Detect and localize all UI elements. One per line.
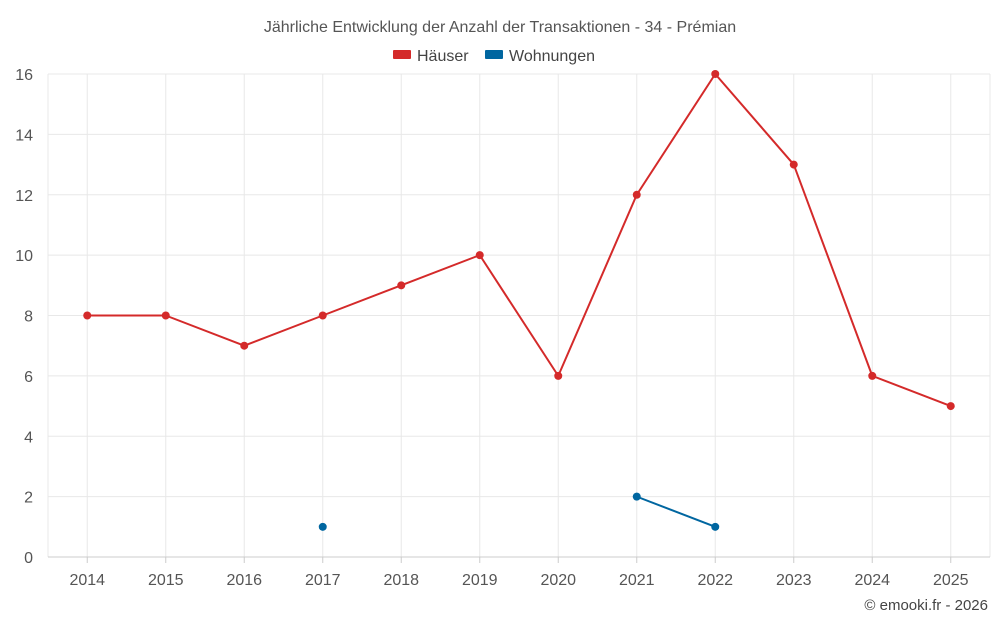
chart-title: Jährliche Entwicklung der Anzahl der Tra… bbox=[264, 19, 736, 36]
y-axis: 0 2 4 6 8 10 12 14 16 bbox=[15, 67, 33, 567]
x-tick-label: 2017 bbox=[305, 572, 341, 589]
y-tick-label: 10 bbox=[15, 248, 33, 265]
credit-text: © emooki.fr - 2026 bbox=[864, 597, 988, 614]
y-tick-label: 4 bbox=[24, 429, 33, 446]
data-point-haeuser[interactable] bbox=[789, 160, 798, 169]
data-point-haeuser[interactable] bbox=[83, 311, 92, 320]
x-tick-label: 2015 bbox=[148, 572, 184, 589]
data-point-haeuser[interactable] bbox=[946, 402, 955, 411]
y-tick-label: 2 bbox=[24, 490, 33, 507]
legend-swatch-wohnungen bbox=[485, 50, 503, 59]
data-point-wohnungen[interactable] bbox=[711, 522, 720, 531]
data-point-haeuser[interactable] bbox=[868, 371, 877, 380]
data-point-haeuser[interactable] bbox=[711, 70, 720, 78]
x-tick-label: 2020 bbox=[540, 572, 576, 589]
y-tick-label: 8 bbox=[24, 309, 33, 326]
series-line-haeuser bbox=[87, 73, 952, 407]
data-point-haeuser[interactable] bbox=[161, 311, 170, 320]
legend-swatch-haeuser bbox=[393, 50, 411, 59]
x-tick-label: 2019 bbox=[462, 572, 498, 589]
legend-item-haeuser[interactable]: Häuser bbox=[393, 48, 469, 65]
y-tick-label: 12 bbox=[15, 188, 33, 205]
data-point-wohnungen[interactable] bbox=[318, 522, 327, 531]
y-tick-label: 6 bbox=[24, 369, 33, 386]
x-tick-label: 2016 bbox=[226, 572, 262, 589]
data-point-haeuser[interactable] bbox=[397, 281, 406, 290]
series-haeuser bbox=[83, 70, 955, 411]
x-tick-label: 2021 bbox=[619, 572, 655, 589]
legend-label-wohnungen: Wohnungen bbox=[509, 48, 595, 65]
x-tick-label: 2014 bbox=[69, 572, 105, 589]
y-tick-label: 0 bbox=[24, 550, 33, 567]
series-line-wohnungen bbox=[636, 495, 716, 528]
y-tick-label: 16 bbox=[15, 67, 33, 84]
data-point-haeuser[interactable] bbox=[632, 190, 641, 199]
series-layer bbox=[83, 70, 955, 531]
x-tick-label: 2022 bbox=[697, 572, 733, 589]
x-tick-label: 2025 bbox=[933, 572, 969, 589]
data-point-haeuser[interactable] bbox=[475, 251, 484, 260]
data-point-haeuser[interactable] bbox=[318, 311, 327, 320]
grid bbox=[47, 73, 991, 557]
y-tick-label: 14 bbox=[15, 127, 33, 144]
data-point-haeuser[interactable] bbox=[240, 341, 249, 350]
legend-label-haeuser: Häuser bbox=[417, 48, 469, 65]
x-tick-label: 2024 bbox=[854, 572, 890, 589]
x-tick-label: 2018 bbox=[383, 572, 419, 589]
legend: Häuser Wohnungen bbox=[393, 48, 595, 65]
x-axis: 2014 2015 2016 2017 2018 2019 2020 2021 2022 2023… bbox=[48, 556, 990, 589]
series-wohnungen bbox=[318, 492, 720, 531]
data-point-wohnungen[interactable] bbox=[632, 492, 641, 501]
x-tick-label: 2023 bbox=[776, 572, 812, 589]
data-point-haeuser[interactable] bbox=[554, 371, 563, 380]
legend-item-wohnungen[interactable]: Wohnungen bbox=[485, 48, 595, 65]
